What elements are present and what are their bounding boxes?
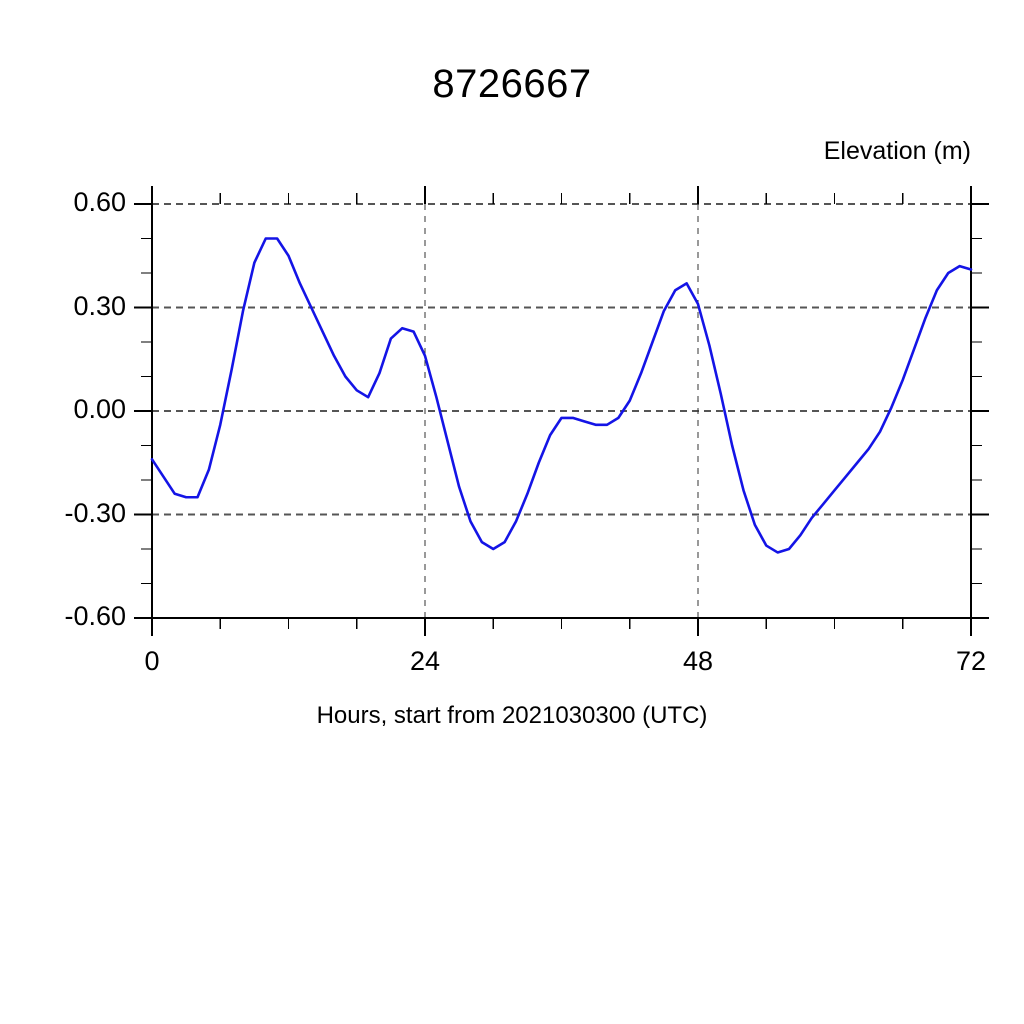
x-axis-label: Hours, start from 2021030300 (UTC) — [316, 702, 708, 729]
data-series-line — [150, 237, 973, 554]
y-tick-label: 0.30 — [73, 290, 126, 321]
x-tick-label: 48 — [682, 646, 714, 676]
grid-lines — [152, 203, 971, 619]
y-axis-label: Elevation (m) — [823, 137, 971, 165]
x-tick-label: 72 — [955, 646, 987, 676]
x-tick-label: 24 — [409, 646, 441, 676]
y-tick-label: -0.30 — [64, 497, 126, 528]
y-tick-label: -0.60 — [64, 601, 126, 631]
y-tick-label: 0.60 — [73, 187, 126, 217]
y-tick-label: 0.00 — [73, 394, 126, 424]
data-line — [150, 237, 973, 554]
axis-ticks — [134, 186, 989, 636]
chart-title: 8726667 — [432, 62, 592, 106]
x-tick-label: 0 — [144, 646, 160, 676]
